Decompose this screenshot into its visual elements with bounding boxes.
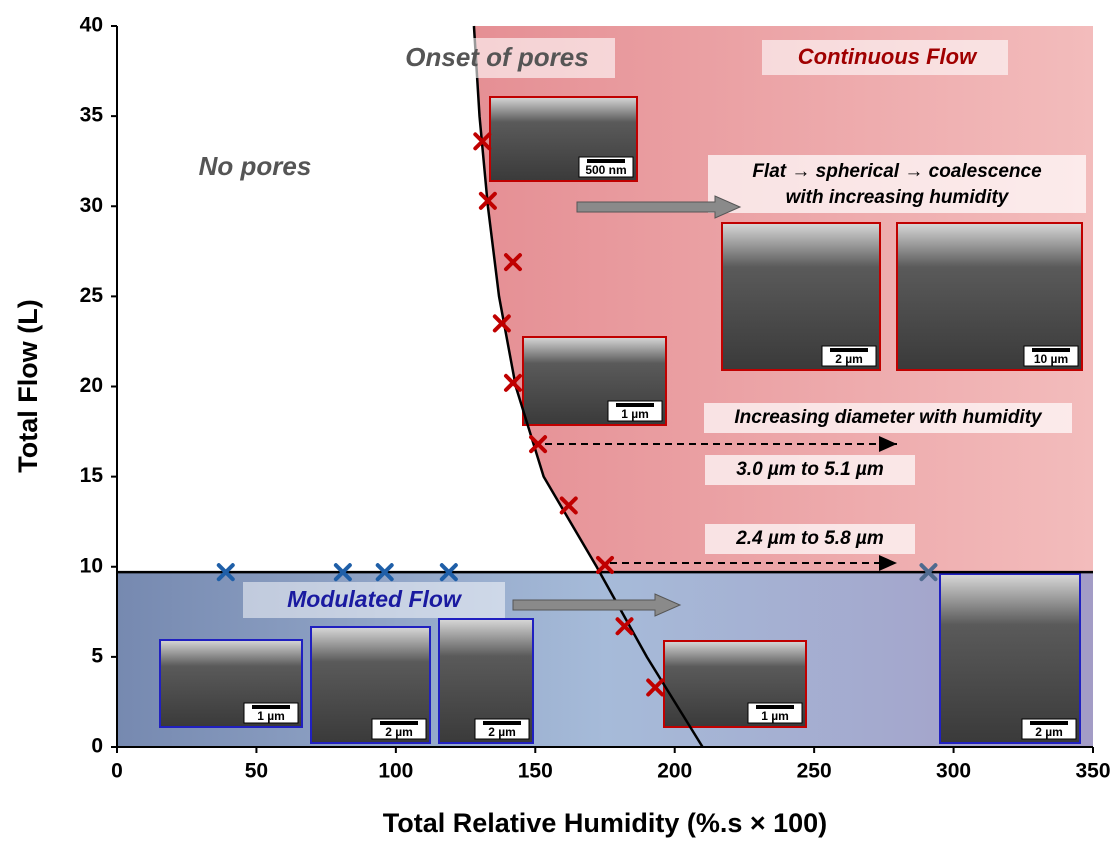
y-tick-label: 35 [80,104,104,127]
annotation: Modulated Flow [287,586,463,612]
scale-bar-label: 2 µm [385,725,413,739]
annotation: Increasing diameter with humidity [734,407,1043,428]
annotation: Continuous Flow [798,44,978,69]
scale-bar-label: 2 µm [1035,725,1063,739]
y-axis-title: Total Flow (L) [13,299,43,472]
x-tick-label: 350 [1075,760,1110,783]
scale-bar-label: 1 µm [621,407,649,421]
scale-bar-label: 500 nm [585,163,626,177]
y-tick-label: 20 [80,374,103,397]
y-tick-label: 30 [80,194,103,217]
x-tick-label: 250 [797,760,832,783]
scale-bar-label: 1 µm [257,709,285,723]
annotation: Flat → spherical → coalescence [752,161,1042,182]
y-tick-label: 25 [80,284,104,307]
y-tick-label: 0 [91,735,103,758]
annotation: No pores [199,151,312,181]
x-tick-label: 150 [518,760,553,783]
chart: 500 nm2 µm10 µm1 µm1 µm2 µm2 µm1 µm2 µm … [0,0,1117,846]
x-tick-label: 200 [657,760,692,783]
sem-image [940,574,1080,743]
y-tick-label: 40 [80,14,103,37]
annotation: 2.4 µm to 5.8 µm [735,528,884,549]
y-tick-label: 10 [80,554,103,577]
x-axis-title: Total Relative Humidity (%.s × 100) [383,808,827,838]
x-tick-label: 50 [245,760,268,783]
y-tick-label: 5 [91,644,103,667]
y-tick-label: 15 [80,464,104,487]
scale-bar-label: 2 µm [488,725,516,739]
scale-bar-label: 10 µm [1034,352,1068,366]
x-tick-label: 300 [936,760,971,783]
annotation: with increasing humidity [786,187,1010,208]
scale-bar-label: 2 µm [835,352,863,366]
scale-bar-label: 1 µm [761,709,789,723]
annotation: Onset of pores [405,42,588,72]
x-tick-label: 0 [111,760,123,783]
annotation: 3.0 µm to 5.1 µm [736,459,884,480]
x-tick-label: 100 [378,760,413,783]
